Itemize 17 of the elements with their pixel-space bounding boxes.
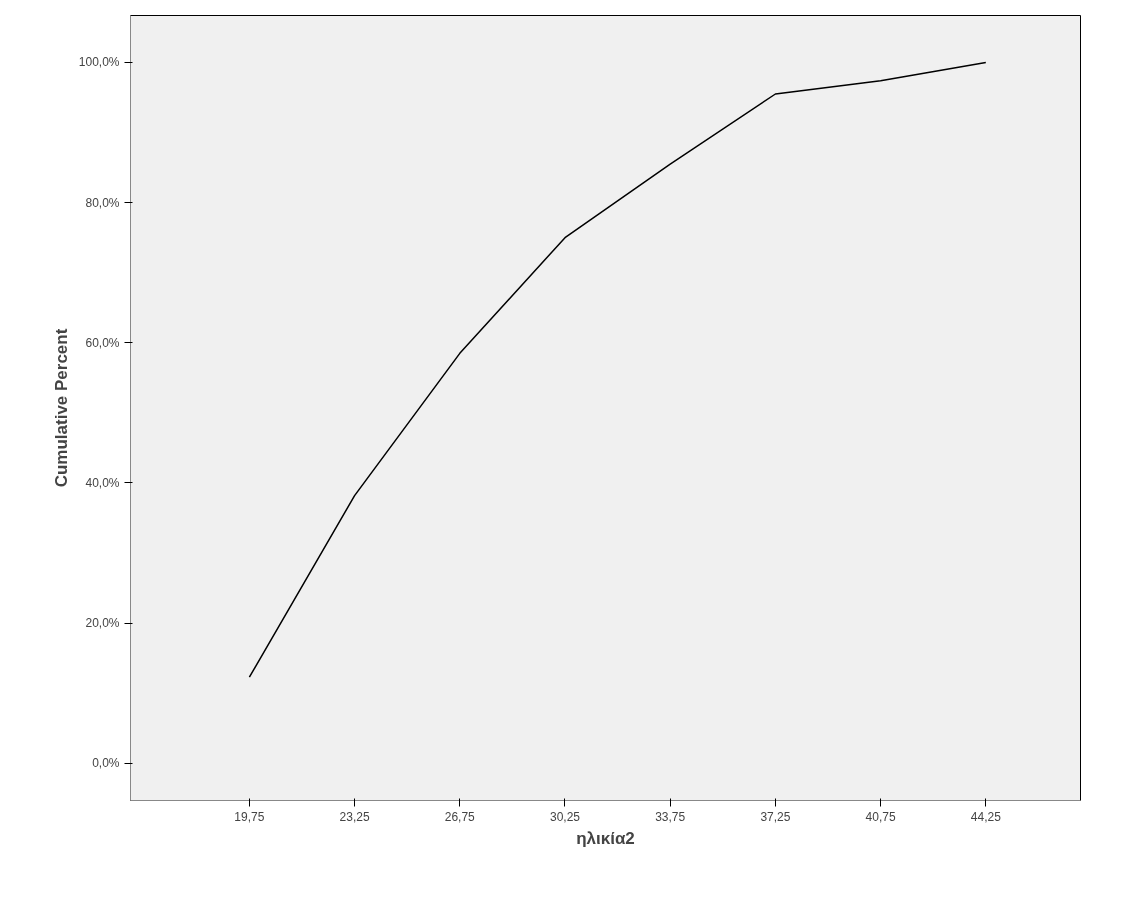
x-tick-label: 37,25 — [760, 809, 791, 824]
y-tick-label: 100,0% — [78, 55, 120, 70]
x-tick-label: 19,75 — [234, 809, 265, 824]
x-tick-label: 23,25 — [339, 809, 370, 824]
x-axis-title: ηλικία2 — [576, 828, 635, 848]
y-axis-title: Cumulative Percent — [51, 328, 71, 488]
y-tick-label: 60,0% — [85, 335, 120, 350]
x-tick-label: 44,25 — [970, 809, 1002, 824]
x-tick-label: 33,75 — [655, 809, 686, 824]
y-tick-label: 20,0% — [85, 616, 120, 631]
x-tick-label: 30,25 — [549, 809, 581, 824]
x-tick-label: 26,75 — [444, 809, 476, 824]
y-tick-label: 40,0% — [85, 476, 120, 490]
x-tick-label: 40,75 — [865, 809, 896, 824]
y-tick-label: 0,0% — [92, 756, 120, 771]
line-series — [248, 61, 987, 678]
y-tick-label: 80,0% — [85, 195, 120, 210]
